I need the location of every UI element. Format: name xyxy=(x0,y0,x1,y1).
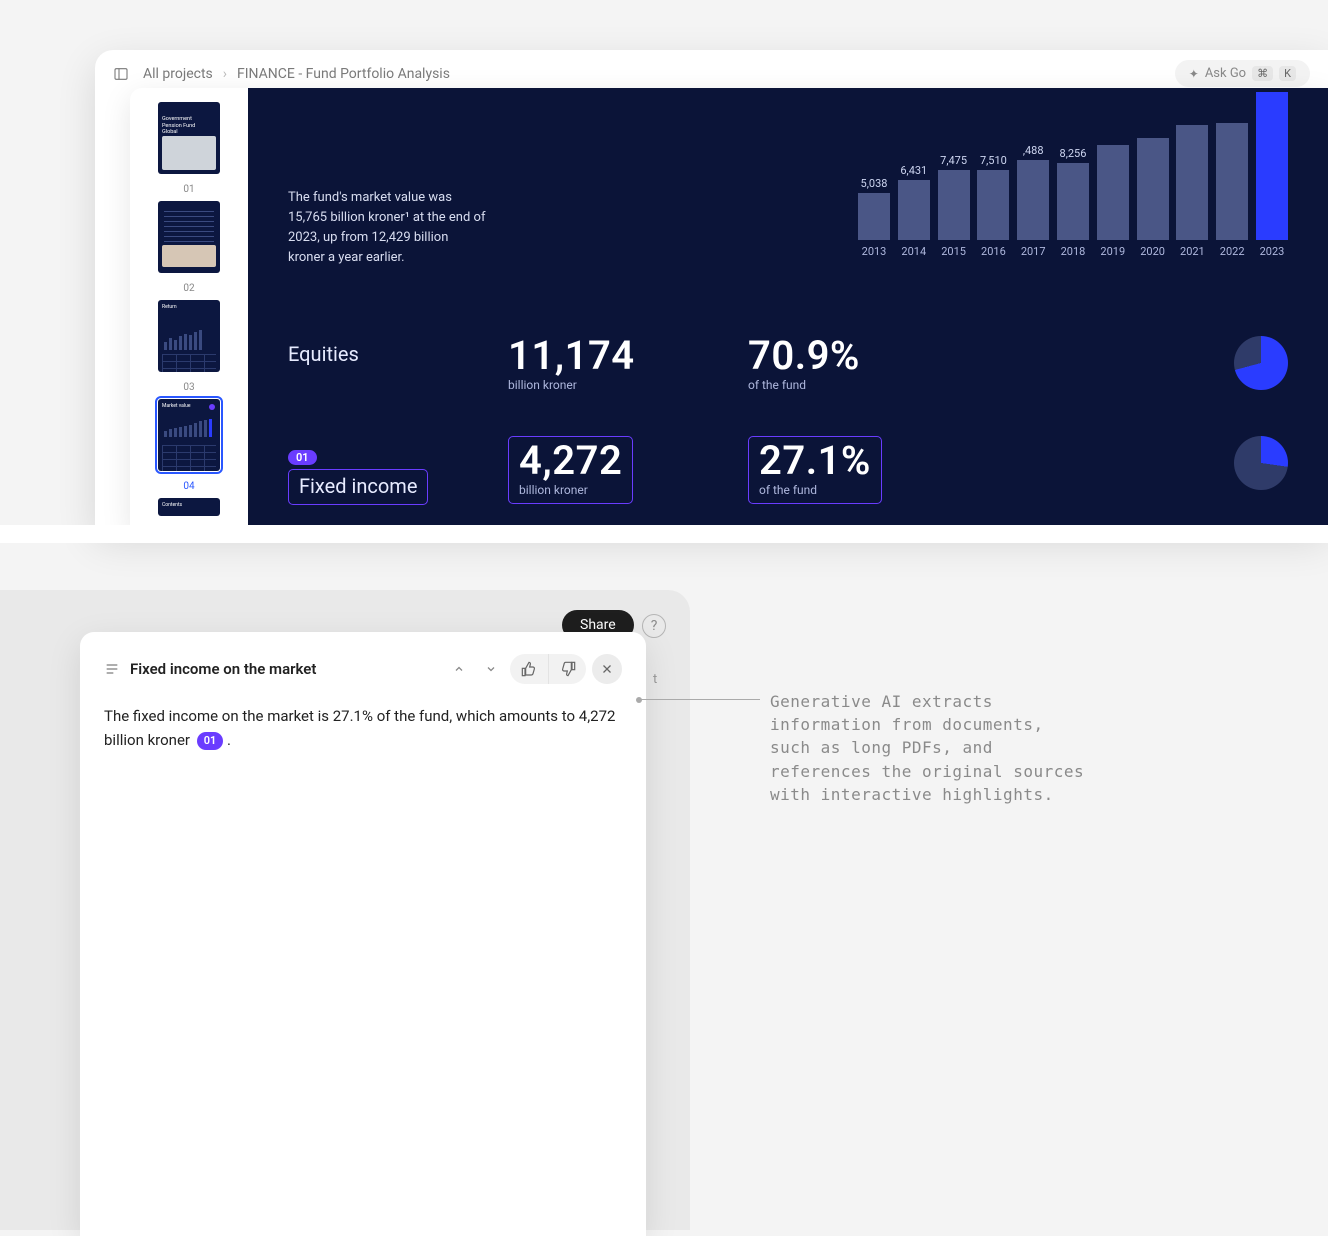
help-icon[interactable]: ? xyxy=(642,614,666,638)
asset-value: 4,272 billion kroner xyxy=(508,436,708,504)
chart-bar: 8,2562018 xyxy=(1057,163,1089,240)
breadcrumb-separator: › xyxy=(223,66,227,82)
breadcrumb-root[interactable]: All projects xyxy=(143,66,213,82)
chart-bar: 5,0382013 xyxy=(858,193,890,240)
app-window: All projects › FINANCE - Fund Portfolio … xyxy=(95,50,1328,530)
pie-equities xyxy=(1234,336,1288,390)
thumbnail-label: 04 xyxy=(183,481,194,492)
thumbs-up-icon xyxy=(521,661,537,677)
answer-title: Fixed income on the market xyxy=(130,660,316,678)
market-value-chart: 5,03820136,43120147,47520157,5102016,488… xyxy=(858,88,1288,258)
answer-header: Fixed income on the market xyxy=(104,654,622,684)
thumbs-up-button[interactable] xyxy=(510,654,548,684)
thumbnail-label: 02 xyxy=(183,283,194,294)
kbd-k: K xyxy=(1279,66,1296,81)
prev-button[interactable] xyxy=(446,656,472,682)
asset-value: 11,174 billion kroner xyxy=(508,336,708,392)
asset-row-fixed-income: 01 Fixed income 4,272 billion kroner 27.… xyxy=(288,436,1288,505)
document-icon xyxy=(104,661,120,677)
asset-name: Equities xyxy=(288,336,468,366)
chart-bar: 7,4752015 xyxy=(938,170,970,240)
thumbnail-label: 01 xyxy=(183,184,194,195)
chart-bar: 7,5102016 xyxy=(977,170,1009,240)
explainer-caption: Generative AI extracts information from … xyxy=(770,690,1090,806)
document-panel: GovernmentPension FundGlobalAnnual Repor… xyxy=(130,88,1328,530)
answer-text-tail: . xyxy=(227,731,231,749)
thumbs-down-icon xyxy=(560,661,576,677)
answer-tools xyxy=(446,654,622,684)
next-button[interactable] xyxy=(478,656,504,682)
asset-name: 01 Fixed income xyxy=(288,436,468,505)
chart-bar: 2019 xyxy=(1097,145,1129,240)
slide-main: The fund's market value was 15,765 billi… xyxy=(248,88,1328,530)
reference-badge[interactable]: 01 xyxy=(288,450,317,465)
leader-line xyxy=(640,699,760,700)
thumbnail-04[interactable]: Market value xyxy=(158,399,220,471)
chart-bar: 2022 xyxy=(1216,123,1248,240)
chart-bar: ,4882017 xyxy=(1017,160,1049,240)
asset-percent: 70.9% of the fund xyxy=(748,336,918,392)
close-icon xyxy=(601,663,613,675)
breadcrumb-leaf[interactable]: FINANCE - Fund Portfolio Analysis xyxy=(237,66,450,82)
thumbnail-02[interactable] xyxy=(158,201,220,273)
slide-intro-text: The fund's market value was 15,765 billi… xyxy=(288,188,488,269)
answer-text: The fixed income on the market is 27.1% … xyxy=(104,707,615,749)
ask-search[interactable]: ✦ Ask Go ⌘ K xyxy=(1175,60,1310,87)
thumbnail-strip: GovernmentPension FundGlobalAnnual Repor… xyxy=(130,88,248,530)
sparkle-icon: ✦ xyxy=(1189,67,1199,81)
chart-bar: 2021 xyxy=(1176,125,1208,240)
breadcrumb: All projects › FINANCE - Fund Portfolio … xyxy=(143,66,450,82)
feedback-buttons xyxy=(510,654,586,684)
chart-bar: 6,4312014 xyxy=(898,180,930,240)
thumbnail-01[interactable]: GovernmentPension FundGlobalAnnual Repor… xyxy=(158,102,220,174)
thumbnail-05[interactable]: Contents xyxy=(158,498,220,516)
kbd-cmd: ⌘ xyxy=(1252,66,1273,81)
chart-bar: 2020 xyxy=(1137,138,1169,240)
pie-fixed-income xyxy=(1234,436,1288,490)
reference-chip[interactable]: 01 xyxy=(197,732,224,750)
chevron-up-icon xyxy=(453,663,465,675)
truncated-sidebar-text: t xyxy=(653,672,657,687)
chart-bar: 2023 xyxy=(1256,92,1288,240)
close-button[interactable] xyxy=(592,654,622,684)
asset-percent: 27.1% of the fund xyxy=(748,436,918,504)
thumbnail-label: 03 xyxy=(183,382,194,393)
asset-row-equities: Equities 11,174 billion kroner 70.9% of … xyxy=(288,336,1288,392)
sidebar-toggle-icon[interactable] xyxy=(113,66,129,82)
thumbnail-03[interactable]: Return xyxy=(158,300,220,372)
chevron-down-icon xyxy=(485,663,497,675)
ask-placeholder: Ask Go xyxy=(1205,66,1246,81)
answer-panel: Fixed income on the market The fixed in xyxy=(80,632,646,1236)
answer-body: The fixed income on the market is 27.1% … xyxy=(104,704,622,752)
thumbs-down-button[interactable] xyxy=(548,654,586,684)
